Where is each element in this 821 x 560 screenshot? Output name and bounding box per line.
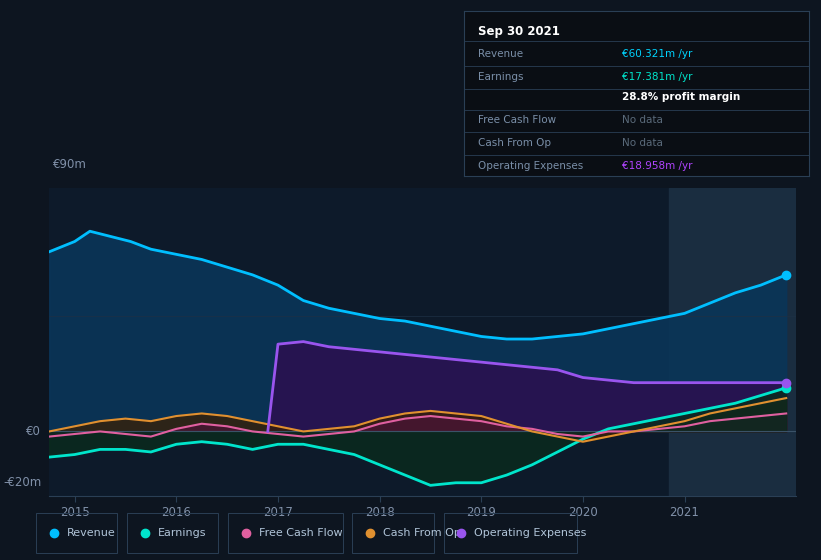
Text: Cash From Op: Cash From Op [478, 138, 551, 148]
Bar [669, 188, 796, 496]
Text: €60.321m /yr: €60.321m /yr [622, 49, 693, 59]
Text: 28.8% profit margin: 28.8% profit margin [622, 92, 741, 102]
Text: €18.958m /yr: €18.958m /yr [622, 161, 693, 171]
Text: -€20m: -€20m [3, 476, 41, 489]
Text: No data: No data [622, 138, 663, 148]
Text: Cash From Op: Cash From Op [383, 529, 461, 538]
Text: No data: No data [622, 115, 663, 125]
Text: Free Cash Flow: Free Cash Flow [478, 115, 556, 125]
Text: Free Cash Flow: Free Cash Flow [259, 529, 342, 538]
Text: €17.381m /yr: €17.381m /yr [622, 72, 693, 82]
Text: Earnings: Earnings [478, 72, 523, 82]
Text: Sep 30 2021: Sep 30 2021 [478, 25, 560, 38]
Text: Operating Expenses: Operating Expenses [475, 529, 587, 538]
Text: €90m: €90m [53, 158, 87, 171]
Text: Operating Expenses: Operating Expenses [478, 161, 583, 171]
Text: Revenue: Revenue [67, 529, 115, 538]
Text: Earnings: Earnings [158, 529, 207, 538]
Text: €0: €0 [26, 425, 41, 438]
Text: Revenue: Revenue [478, 49, 523, 59]
